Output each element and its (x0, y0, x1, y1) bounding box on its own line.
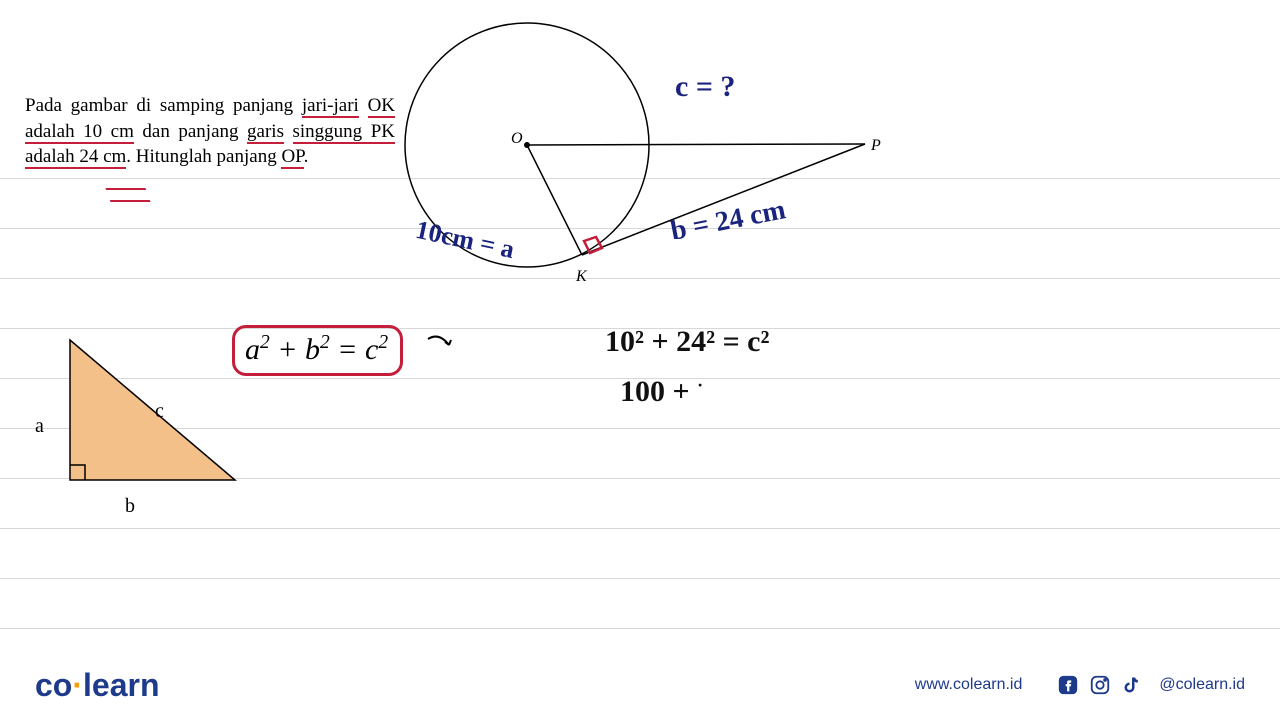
logo-dot: · (72, 667, 83, 703)
problem-underline: OP (281, 146, 303, 169)
handwriting-c-question: c = ? (675, 70, 735, 104)
triangle-label-c: c (155, 400, 164, 423)
label-P: P (870, 137, 881, 154)
label-K: K (575, 268, 588, 285)
problem-text-part: panjang (212, 146, 282, 167)
double-underline (105, 188, 150, 202)
social-handle: @colearn.id (1159, 676, 1245, 694)
work-line-2: 100 + · (620, 375, 703, 409)
work-line-2-prefix: 100 + (620, 375, 697, 408)
problem-text-part: Pada gambar di samping panjang (25, 95, 302, 116)
work-line-1: 10² + 24² = c² (605, 325, 770, 359)
facebook-icon[interactable] (1057, 674, 1079, 696)
right-triangle-diagram: a b c (55, 330, 255, 510)
line-KP (582, 144, 865, 255)
triangle-svg (55, 330, 255, 520)
footer-url: www.colearn.id (915, 676, 1023, 694)
problem-statement: Pada gambar di samping panjang jari-jari… (25, 93, 395, 170)
ruled-line (0, 578, 1280, 579)
triangle-label-b: b (125, 495, 135, 518)
label-O: O (511, 130, 523, 147)
pythagoras-formula: a2 + b2 = c2 (232, 325, 403, 376)
formula-plus: + (277, 333, 305, 366)
triangle-label-a: a (35, 415, 44, 438)
problem-text-part: . Hitunglah (126, 146, 212, 167)
ruled-line (0, 628, 1280, 629)
ruled-line (0, 528, 1280, 529)
footer: co·learn www.colearn.id @colearn.id (0, 650, 1280, 720)
triangle-shape (70, 340, 235, 480)
line-OP (527, 144, 865, 145)
formula-arrow-icon (425, 333, 455, 358)
social-icons: @colearn.id (1057, 674, 1245, 696)
formula-b2: b2 (305, 333, 330, 366)
formula-a2: a2 (245, 333, 270, 366)
diagram-svg: O P K (400, 15, 1000, 305)
tiktok-icon[interactable] (1121, 674, 1143, 696)
work-dot: · (697, 375, 703, 395)
line-OK (527, 145, 582, 255)
logo-learn: learn (83, 667, 159, 703)
problem-text-part (284, 121, 293, 142)
problem-text-part (359, 95, 368, 116)
instagram-icon[interactable] (1089, 674, 1111, 696)
colearn-logo: co·learn (35, 667, 159, 704)
logo-co: co (35, 667, 72, 703)
problem-underline: garis (247, 121, 284, 144)
circle-tangent-diagram: O P K c = ? 10cm = a b = 24 cm (400, 15, 1000, 295)
problem-text-part: . (304, 146, 309, 167)
formula-c2: c2 (365, 333, 388, 366)
problem-text-part: dan panjang (134, 121, 247, 142)
problem-underline: jari-jari (302, 95, 359, 118)
formula-eq: = (337, 333, 365, 366)
